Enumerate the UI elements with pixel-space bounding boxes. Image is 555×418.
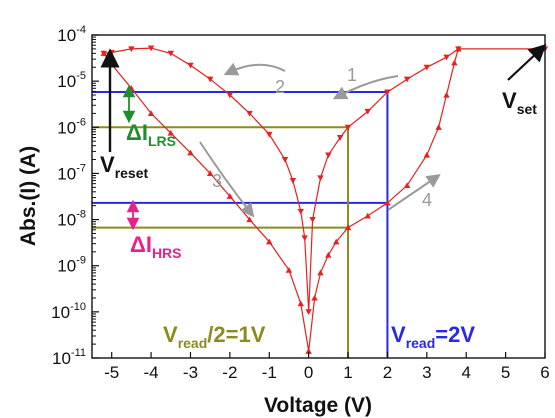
delta-lrs-label: ΔILRS	[126, 120, 176, 149]
x-tick-label: -2	[222, 363, 237, 382]
series-0-point-24	[443, 54, 450, 61]
plot-frame	[91, 34, 546, 359]
series-0-point-7	[226, 92, 234, 99]
y-tick-label: 10-5	[57, 70, 86, 91]
x-tick-label: 4	[461, 363, 470, 382]
series-0-point-6	[206, 76, 214, 83]
series-0-point-4	[167, 50, 174, 57]
series-1-point-15	[325, 251, 332, 258]
y-tick-label: 10-10	[51, 301, 86, 322]
x-ticks: -5 -4 -3 -2 -1 0 1 2 3 4 5 6	[104, 352, 550, 382]
series-1-point-23	[443, 91, 450, 98]
series-0-point-17	[325, 152, 332, 159]
series-0-point-2	[128, 46, 135, 53]
series-1-point-8	[246, 216, 253, 223]
series-1-point-16	[333, 238, 340, 245]
series-1-point-6	[206, 170, 214, 176]
x-tick-label: 3	[422, 363, 431, 382]
series-0-point-13	[301, 235, 308, 242]
arrow-3	[199, 141, 255, 218]
series-1-point-21	[423, 151, 431, 158]
series-0-point-21	[384, 89, 391, 96]
series-1-point-20	[403, 182, 411, 188]
series-1-point-19	[384, 199, 391, 206]
vset-arrow	[507, 43, 547, 81]
series-0-point-10	[281, 156, 289, 163]
series-0-point-22	[403, 76, 411, 83]
x-axis-title: Voltage (V)	[264, 394, 372, 417]
x-tick-label: 0	[304, 363, 313, 382]
x-tick-label: 2	[383, 363, 392, 382]
delta-hrs-annotation: ΔIHRS	[126, 199, 182, 261]
series-0-point-9	[266, 131, 273, 138]
series-0-point-20	[364, 108, 371, 115]
series-0-point-11	[289, 178, 297, 184]
series-0-point-19	[344, 124, 352, 131]
y-tick-label: 10-11	[52, 347, 86, 368]
vread-half-label: Vread/2=1V	[163, 322, 266, 351]
series-1-point-25	[455, 45, 462, 52]
arrow-label-4: 4	[422, 190, 432, 210]
series-1-point-4	[167, 129, 174, 136]
x-tick-label: 6	[540, 363, 549, 382]
series-line-0	[103, 47, 545, 312]
series-0-point-15	[309, 217, 316, 223]
series-1-point-3	[147, 110, 155, 116]
x-tick-label: -5	[104, 363, 119, 382]
vreset-label: Vreset	[100, 152, 148, 181]
arrow-4	[387, 174, 441, 211]
x-tick-label: -1	[262, 363, 277, 382]
arrow-label-2: 2	[275, 77, 285, 97]
y-tick-label: 10-6	[57, 116, 86, 137]
vread-full-label: Vread=2V	[391, 322, 475, 351]
series-0-point-18	[336, 134, 344, 141]
series-1-point-14	[317, 269, 324, 276]
process-arrows: 1 2 3 4	[199, 62, 441, 218]
series-1-point-7	[226, 193, 234, 199]
series-1-point-10	[285, 266, 293, 273]
series-1-point-24	[451, 59, 458, 66]
series-0-point-3	[147, 45, 155, 52]
series-1-point-12	[305, 348, 312, 354]
y-tick-label: 10-7	[57, 162, 86, 183]
series-line-1	[103, 48, 459, 352]
x-tick-label: 1	[343, 363, 352, 382]
series-1-point-17	[344, 224, 352, 231]
x-tick-label: -3	[183, 363, 198, 382]
y-tick-label: 10-4	[57, 24, 86, 45]
series-0-point-8	[246, 110, 253, 117]
y-axis-title: Abs.(I) (A)	[17, 146, 40, 246]
series-0-point-12	[297, 208, 304, 215]
series-1-point-5	[187, 149, 194, 156]
x-tick-label: -4	[144, 363, 159, 382]
series-1-point-22	[435, 124, 442, 130]
series-0-point-16	[317, 175, 324, 182]
series-1-point-9	[266, 238, 273, 245]
arrow-2	[223, 62, 286, 76]
delta-lrs-annotation: ΔILRS	[122, 84, 176, 149]
series-1-point-11	[297, 300, 304, 307]
arrow-label-1: 1	[347, 65, 357, 85]
series-0-point-5	[187, 62, 194, 69]
series-1-point-18	[364, 212, 371, 219]
x-tick-label: 5	[501, 363, 510, 382]
y-tick-label: 10-9	[57, 255, 86, 276]
series-0-point-23	[423, 64, 431, 71]
series-0-point-14	[305, 309, 312, 316]
vset-label: Vset	[502, 88, 537, 117]
arrow-1	[332, 75, 399, 100]
arrow-label-3: 3	[212, 171, 222, 191]
delta-hrs-label: ΔIHRS	[130, 232, 182, 261]
y-tick-label: 10-8	[57, 209, 86, 230]
vset-annotation: Vset	[502, 43, 547, 117]
series-1-point-13	[311, 294, 318, 301]
vreset-annotation: Vreset	[100, 48, 148, 181]
y-ticks: 10-4 10-5 10-6 10-7 10-8 10-9 10-10 10-11	[51, 24, 99, 368]
